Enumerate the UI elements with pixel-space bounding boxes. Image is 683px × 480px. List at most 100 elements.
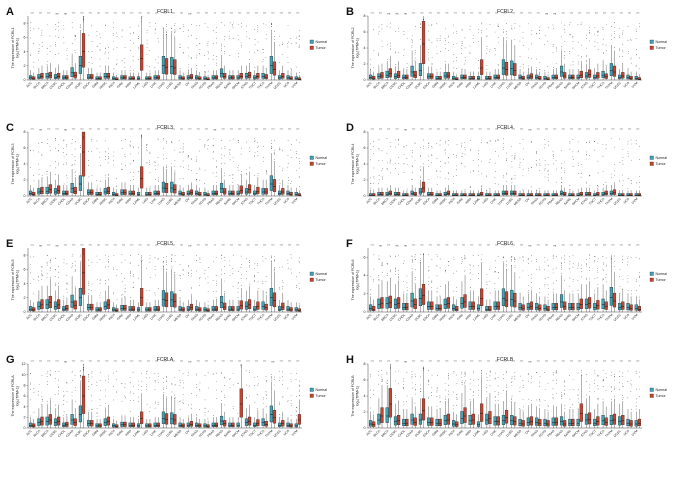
tumor-outlier xyxy=(539,399,540,401)
normal-outlier xyxy=(55,54,56,55)
x-tick-label: THCA xyxy=(596,196,606,206)
normal-outlier xyxy=(146,30,148,32)
tumor-outlier xyxy=(398,274,399,275)
tumor-outlier xyxy=(522,270,524,272)
normal-outlier xyxy=(578,165,579,166)
normal-box xyxy=(261,301,265,310)
tumor-outlier xyxy=(299,167,300,169)
x-tick-label: READ xyxy=(215,196,225,206)
tumor-outlier xyxy=(481,186,482,187)
tumor-outlier xyxy=(41,29,43,31)
normal-outlier xyxy=(154,28,156,30)
normal-box xyxy=(510,289,514,307)
x-tick-label: UVM xyxy=(631,81,639,89)
tumor-outlier xyxy=(274,258,275,260)
tumor-outlier xyxy=(456,394,458,396)
normal-outlier xyxy=(262,280,264,282)
x-tick-label: LUSC xyxy=(165,80,174,89)
normal-outlier xyxy=(113,255,115,256)
tumor-outlier xyxy=(415,277,416,278)
normal-box xyxy=(278,422,282,427)
normal-outlier xyxy=(461,381,463,383)
significance-label: *** xyxy=(180,12,184,16)
normal-outlier xyxy=(403,55,405,57)
normal-box xyxy=(576,74,580,80)
tumor-outlier xyxy=(141,392,143,394)
tumor-outlier xyxy=(638,68,640,70)
tumor-outlier xyxy=(522,384,524,386)
normal-outlier xyxy=(38,163,40,165)
tumor-box xyxy=(223,188,227,195)
tumor-outlier xyxy=(224,172,226,174)
normal-box xyxy=(452,304,456,311)
normal-outlier xyxy=(196,395,197,396)
tumor-outlier xyxy=(622,33,624,35)
tumor-outlier xyxy=(497,394,499,396)
tumor-box xyxy=(538,418,542,427)
normal-outlier xyxy=(188,372,189,374)
tumor-outlier xyxy=(141,261,142,262)
normal-box xyxy=(385,192,389,196)
tumor-outlier xyxy=(614,170,616,172)
tumor-outlier xyxy=(431,63,433,64)
x-tick-label: PAAD xyxy=(190,196,199,205)
x-tick-label: LIHC xyxy=(489,312,497,320)
tumor-outlier xyxy=(589,32,591,34)
significance-label: *** xyxy=(512,12,516,16)
tumor-outlier xyxy=(389,22,391,24)
tumor-outlier xyxy=(290,68,292,70)
normal-outlier xyxy=(96,35,98,37)
normal-outlier xyxy=(71,391,73,393)
tumor-box xyxy=(198,423,202,428)
tumor-box xyxy=(504,190,509,196)
significance-label: ns xyxy=(528,244,532,248)
normal-outlier xyxy=(38,384,40,386)
normal-outlier xyxy=(163,154,164,156)
tumor-outlier xyxy=(183,146,184,148)
normal-outlier xyxy=(619,28,620,30)
tumor-outlier xyxy=(149,262,151,264)
tumor-outlier xyxy=(199,257,201,259)
significance-label: *** xyxy=(620,244,624,248)
normal-outlier xyxy=(271,379,272,381)
tumor-outlier xyxy=(299,39,300,40)
normal-outlier xyxy=(536,160,537,161)
tumor-outlier xyxy=(290,71,292,73)
x-tick-label: LIHC xyxy=(149,196,157,204)
tumor-outlier xyxy=(522,148,524,150)
tumor-outlier xyxy=(588,40,590,42)
tumor-outlier xyxy=(74,156,76,158)
tumor-box xyxy=(81,248,86,295)
normal-outlier xyxy=(188,272,189,273)
legend-normal-label: Normal xyxy=(316,40,328,44)
normal-outlier xyxy=(403,384,404,386)
tumor-outlier xyxy=(373,153,374,155)
normal-outlier xyxy=(63,36,64,38)
normal-box xyxy=(161,181,166,193)
tumor-outlier xyxy=(274,267,275,268)
normal-outlier xyxy=(420,26,421,28)
tumor-box xyxy=(32,76,36,80)
normal-outlier xyxy=(196,373,198,375)
tumor-outlier xyxy=(232,174,234,176)
normal-box xyxy=(95,192,99,196)
x-tick-label: SARC xyxy=(563,80,573,90)
normal-outlier xyxy=(395,255,396,257)
normal-outlier xyxy=(154,162,156,164)
tumor-outlier xyxy=(299,185,300,187)
normal-outlier xyxy=(461,29,463,30)
normal-outlier xyxy=(495,260,496,262)
normal-outlier xyxy=(461,376,463,378)
normal-outlier xyxy=(569,185,571,187)
tumor-outlier xyxy=(406,158,408,160)
normal-outlier xyxy=(221,373,223,374)
x-tick-label: COAD xyxy=(405,312,415,322)
normal-outlier xyxy=(552,52,554,53)
tumor-box xyxy=(289,192,293,196)
tumor-outlier xyxy=(232,138,234,140)
normal-outlier xyxy=(419,391,421,392)
normal-outlier xyxy=(486,273,488,275)
normal-outlier xyxy=(436,266,438,267)
tumor-outlier xyxy=(74,287,76,289)
normal-outlier xyxy=(594,256,596,257)
